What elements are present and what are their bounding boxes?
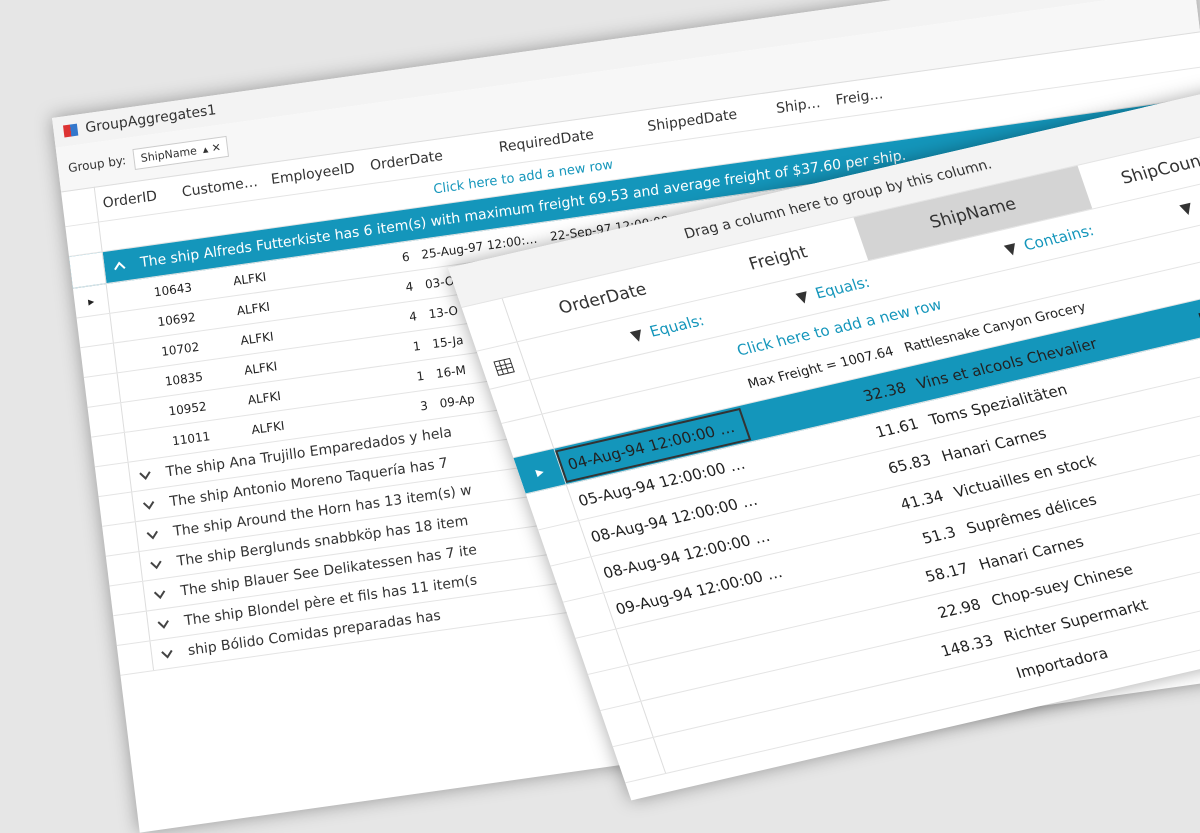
indicator [61, 186, 99, 227]
indicator [83, 373, 122, 407]
indicator: ▸ [72, 283, 111, 318]
group-by-label: Group by: [67, 153, 127, 176]
filter-label: Equals: [812, 272, 872, 302]
page: GroupAggregates1 Group by: ShipName ▴ ✕ Orde… [52, 0, 1200, 833]
indicator [116, 641, 155, 675]
grid-icon[interactable] [490, 354, 516, 378]
filter-icon: ▼ [793, 286, 811, 307]
filter-label: Contains: [1196, 180, 1200, 214]
indicator [65, 222, 103, 256]
chevron[interactable] [156, 616, 172, 632]
indent [127, 442, 167, 448]
filter-icon: ▼ [1002, 238, 1020, 259]
filter-icon: ▼ [628, 324, 646, 345]
front-window: Drag a column here to group by this colu… [448, 65, 1200, 801]
cell: ALFKI [246, 388, 282, 407]
indent [116, 352, 156, 358]
cell: 10643 [153, 279, 193, 299]
chevron[interactable] [141, 497, 157, 513]
indent [123, 412, 163, 418]
back-window: GroupAggregates1 Group by: ShipName ▴ ✕ Orde… [52, 0, 1200, 833]
column-header[interactable]: ShipVia [775, 93, 830, 117]
indicator [87, 403, 125, 437]
indicator [80, 343, 118, 378]
group-chip-label: ShipName [139, 143, 198, 165]
cell: ALFKI [239, 328, 275, 348]
indicator [98, 492, 136, 526]
indicator [113, 611, 151, 646]
chevron[interactable] [112, 258, 128, 274]
chip-close: ▴ ✕ [201, 140, 222, 156]
column-header[interactable]: CustomerID [181, 172, 266, 201]
indicator [612, 737, 667, 783]
indicator [105, 551, 144, 586]
chevron[interactable] [145, 527, 161, 543]
group-header[interactable]: The ship Blondel père et fils has 11 ite… [113, 456, 1200, 647]
cell: ALFKI [243, 358, 278, 378]
cell: ALFKI [250, 418, 286, 437]
group-chip[interactable]: ShipName ▴ ✕ [132, 135, 229, 170]
chevron[interactable] [152, 586, 168, 602]
indicator [109, 581, 147, 616]
cell: ALFKI [235, 299, 271, 318]
group-header[interactable]: The ship Antonio Moreno Taquería has 7 [98, 337, 1200, 527]
cell: 11011 [171, 428, 211, 448]
indent [112, 323, 152, 329]
group-header[interactable]: The ship Ana Trujillo Emparedados y hela [94, 307, 1200, 498]
indicator [476, 342, 531, 389]
chevron[interactable] [137, 467, 153, 483]
filter-icon: ▼ [1177, 198, 1195, 218]
filter-label: Contains: [1021, 220, 1097, 254]
group-header[interactable]: The ship Around the Horn has 13 item(s) … [102, 366, 1200, 557]
indicator [69, 252, 107, 288]
indicator [102, 522, 140, 556]
column-header[interactable]: Freight [834, 85, 885, 109]
cell: ALFKI [232, 269, 267, 288]
indent [108, 293, 148, 299]
cell: 10702 [160, 339, 200, 359]
group-header[interactable]: The ship Blauer See Delikatessen has 7 i… [109, 426, 1200, 617]
cell: 10692 [156, 309, 197, 329]
cell: 10952 [167, 398, 208, 419]
chevron[interactable] [159, 646, 175, 662]
filter-row: ▼ Equals: ▼ Equals: ▼ Contains: ▼ Contains: [476, 149, 1200, 390]
group-header[interactable]: The ship Berglunds snabbköp has 18 item [105, 396, 1200, 587]
column-header[interactable]: EmployeeID [270, 159, 356, 188]
app-icon [63, 123, 79, 138]
column-header[interactable]: OrderID [101, 187, 158, 212]
cell: 10835 [164, 369, 204, 389]
group-header[interactable]: The ship Alfreds Futterkiste has 6 item(… [69, 96, 1200, 289]
indicator [91, 432, 129, 467]
indicator [94, 462, 133, 497]
indicator [76, 313, 114, 348]
indent [119, 382, 159, 388]
filter-label: Equals: [647, 310, 707, 341]
chevron[interactable] [148, 556, 164, 572]
